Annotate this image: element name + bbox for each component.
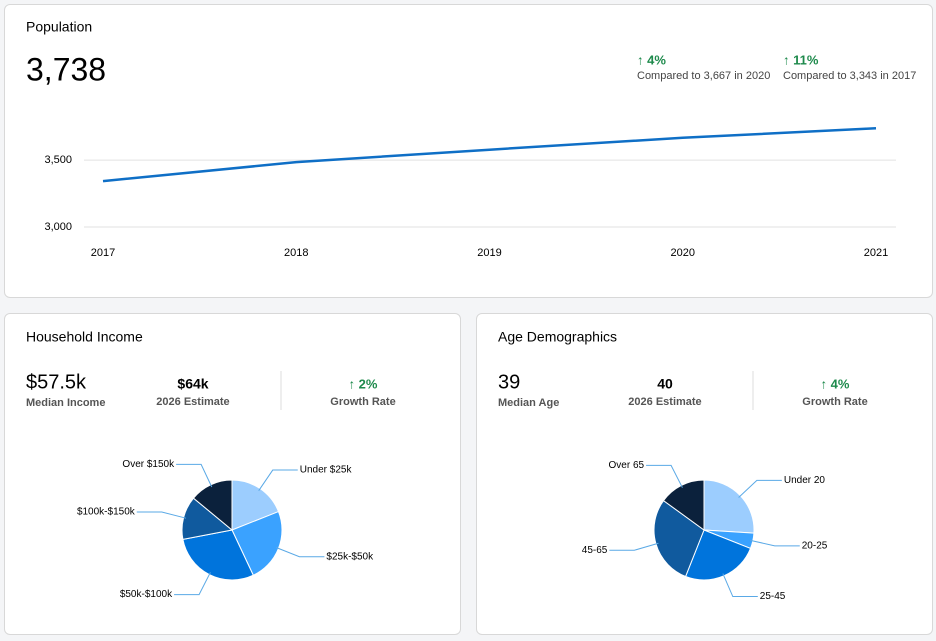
slice-label: $50k-$100k	[120, 589, 173, 600]
x-tick-label: 2021	[864, 247, 888, 259]
leader-line	[136, 511, 187, 519]
slice-label: Under 20	[784, 475, 826, 486]
stat-value: $64k	[177, 376, 208, 392]
slice-label: $100k-$150k	[77, 507, 136, 518]
card-title: Population	[26, 19, 92, 35]
y-tick-label: 3,500	[44, 154, 72, 166]
slice-label: Over $150k	[122, 459, 175, 470]
stat-value: 39	[498, 371, 520, 393]
leader-line	[609, 542, 659, 551]
stat-label: 2026 Estimate	[156, 396, 229, 408]
stat-label: 2026 Estimate	[628, 396, 701, 408]
stat-value: ↑ 2%	[349, 376, 378, 391]
x-tick-label: 2020	[671, 247, 695, 259]
y-tick-label: 3,000	[44, 221, 72, 233]
stat-value: $57.5k	[26, 371, 87, 393]
stat-label: Median Income	[26, 397, 105, 409]
stat-label: Median Age	[498, 397, 559, 409]
slice-label: 25-45	[760, 591, 786, 602]
card-title: Household Income	[26, 329, 143, 345]
age-card	[476, 313, 933, 635]
stat-value: 40	[657, 376, 673, 392]
stat-value: ↑ 4%	[821, 376, 850, 391]
income-card	[4, 313, 461, 635]
stat-label: Growth Rate	[802, 396, 867, 408]
line	[102, 127, 877, 183]
pie-slice	[703, 479, 755, 534]
x-tick-label: 2017	[91, 247, 115, 259]
x-tick-label: 2019	[477, 247, 501, 259]
comparison: Compared to 3,343 in 2017	[783, 70, 916, 82]
change: ↑ 4%	[637, 52, 666, 67]
slice-label: 20-25	[802, 540, 828, 551]
change: ↑ 11%	[783, 52, 819, 67]
leader-line	[750, 539, 800, 547]
leader-line	[176, 463, 213, 488]
leader-line	[738, 479, 782, 498]
big-value: 3,738	[26, 51, 106, 87]
slice-label: $25k-$50k	[326, 551, 374, 562]
slice-label: Over 65	[609, 460, 645, 471]
leader-line	[646, 464, 683, 488]
comparison: Compared to 3,667 in 2020	[637, 70, 770, 82]
leader-line	[174, 572, 211, 596]
leader-line	[258, 469, 298, 491]
slice-label: 45-65	[582, 545, 608, 556]
card-title: Age Demographics	[498, 329, 617, 345]
x-tick-label: 2018	[284, 247, 308, 259]
leader-line	[275, 547, 325, 558]
leader-line	[722, 573, 758, 598]
slice-label: Under $25k	[300, 465, 353, 476]
stat-label: Growth Rate	[330, 396, 395, 408]
